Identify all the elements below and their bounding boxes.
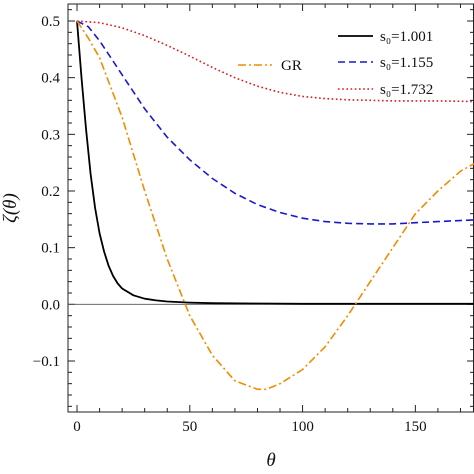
y-axis-label: ζ(θ) [0,193,21,223]
y-tick-label: 0.3 [41,127,60,143]
legend-label: s₀=1.732 [380,82,433,98]
x-tick-label: 150 [404,419,427,435]
y-tick-label: 0.0 [41,297,60,313]
y-tick-label: 0.1 [41,241,60,257]
y-tick-label: 0.2 [41,184,60,200]
axis-ticks: 0 50 100 150 −0.1 0.0 0.1 0.2 0.3 0.4 0.5 [33,4,474,435]
legend-label: GR [281,58,302,74]
legend: s₀=1.001 s₀=1.155 s₀=1.732 GR [238,29,433,98]
y-tick-label: 0.5 [41,14,60,30]
series-line [76,20,474,391]
series-line [76,20,474,225]
x-axis-label: θ [266,450,275,471]
y-tick-label: −0.1 [33,354,60,370]
series-line [76,20,474,305]
x-tick-label: 50 [182,419,197,435]
y-tick-label: 0.4 [41,71,60,87]
legend-label: s₀=1.001 [380,29,433,45]
series-lines [76,20,474,391]
x-tick-label: 100 [291,419,314,435]
legend-label: s₀=1.155 [380,55,433,71]
x-tick-label: 0 [73,419,81,435]
